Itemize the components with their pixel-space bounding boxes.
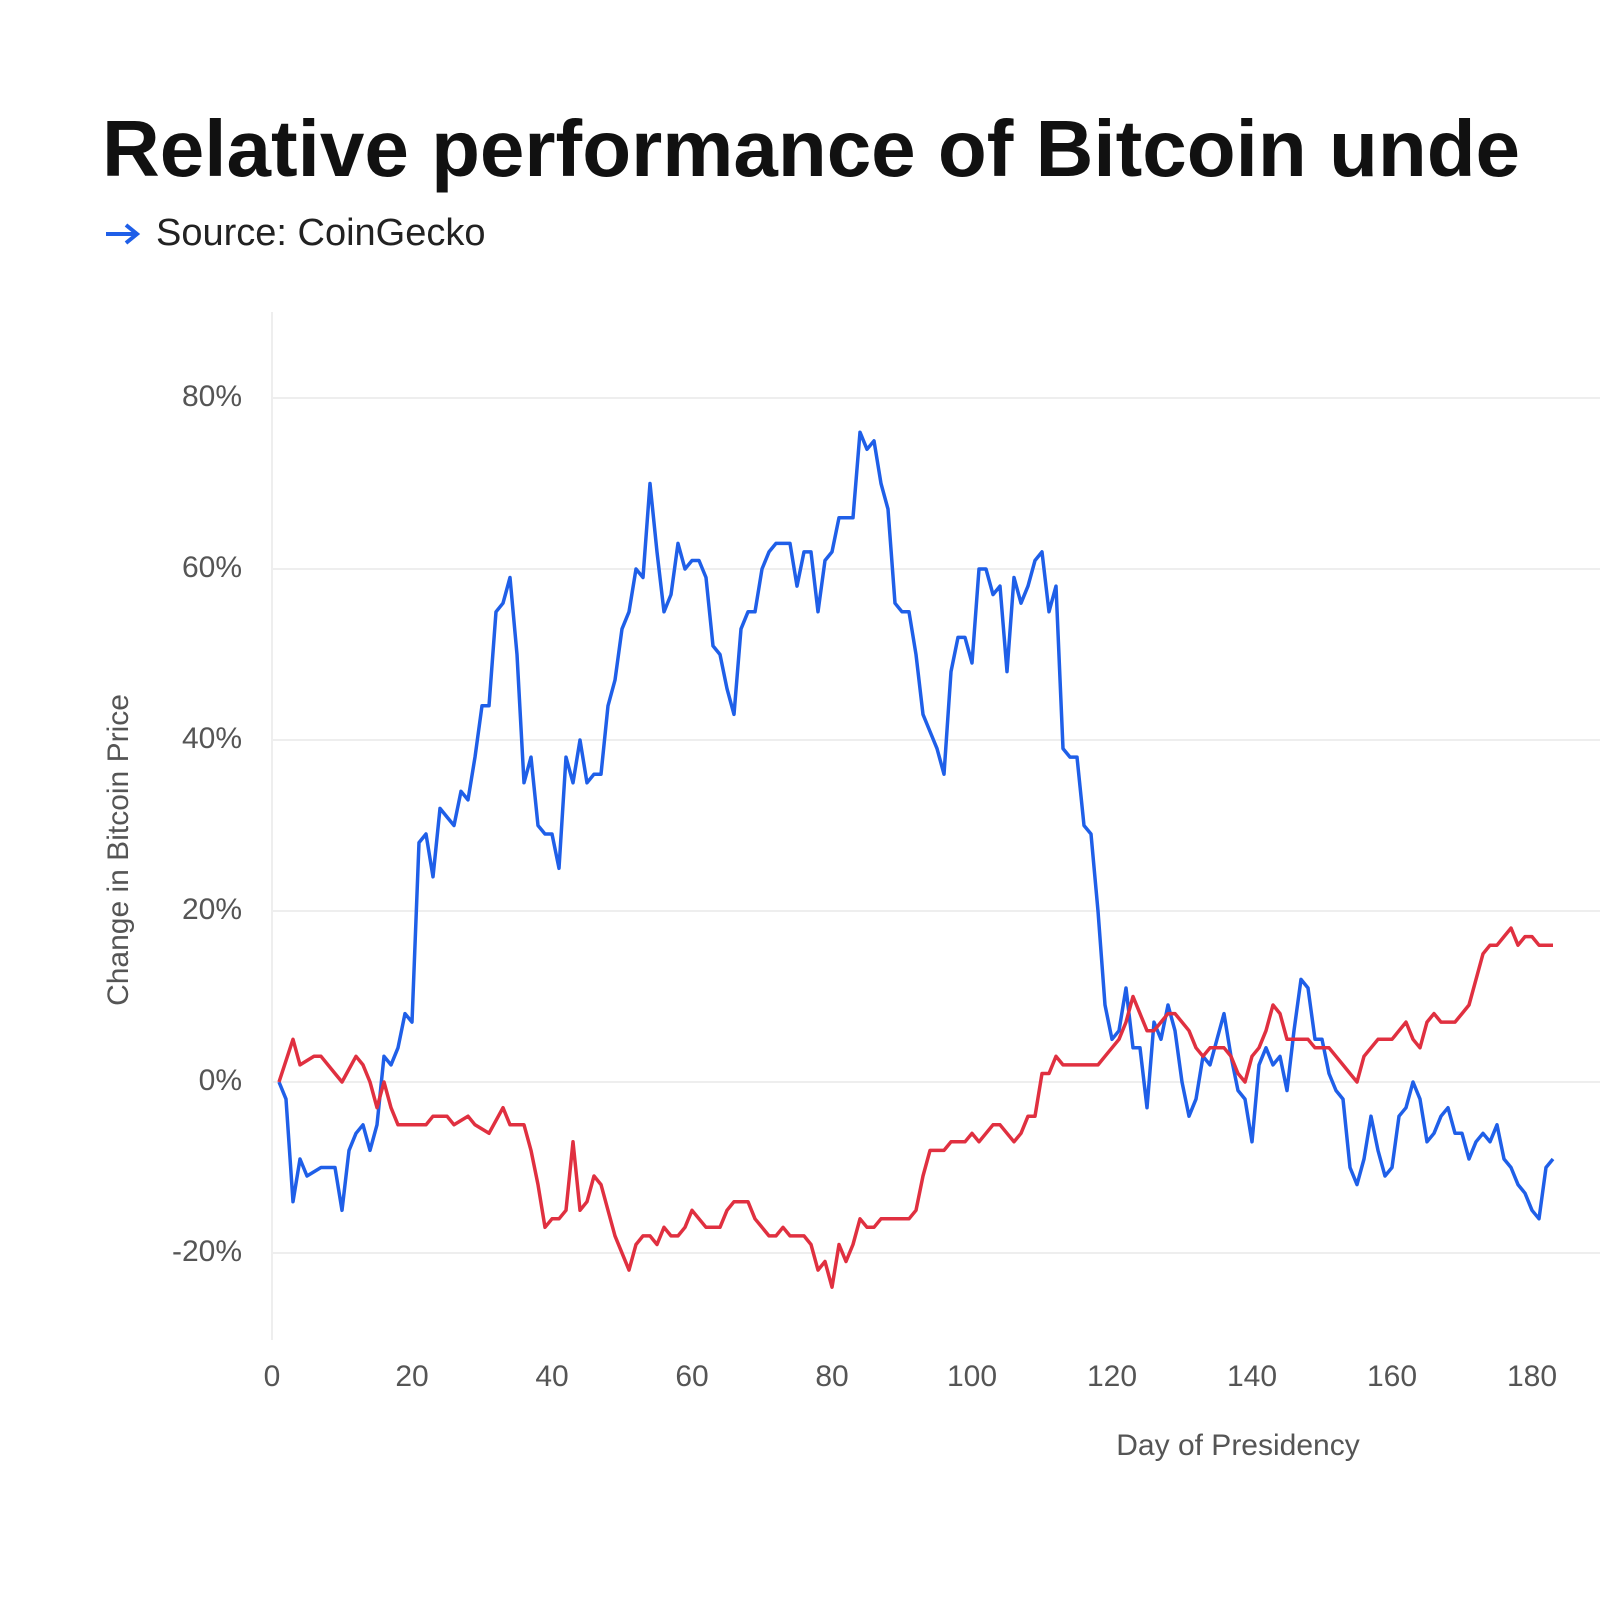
chart-subtitle: Source: CoinGecko [156, 212, 486, 254]
chart-title: Relative performance of Bitcoin unde [102, 104, 1520, 193]
y-tick-label: 20% [182, 893, 242, 926]
x-tick-label: 100 [947, 1360, 997, 1393]
series-line [277, 926, 1553, 1289]
x-tick-label: 120 [1087, 1360, 1137, 1393]
y-tick-label: 60% [182, 551, 242, 584]
x-tick-label: 40 [535, 1360, 568, 1393]
y-tick-label: 0% [199, 1064, 242, 1097]
series-line [277, 430, 1555, 1221]
x-axis-label: Day of Presidency [1116, 1429, 1359, 1462]
y-axis-label: Change in Bitcoin Price [102, 694, 135, 1006]
x-tick-label: 80 [815, 1360, 848, 1393]
x-tick-label: 180 [1507, 1360, 1557, 1393]
y-tick-label: 80% [182, 380, 242, 413]
x-tick-label: 140 [1227, 1360, 1277, 1393]
x-tick-label: 0 [264, 1360, 281, 1393]
y-tick-label: 40% [182, 722, 242, 755]
x-tick-label: 160 [1367, 1360, 1417, 1393]
source-arrow [106, 223, 141, 245]
x-tick-label: 20 [395, 1360, 428, 1393]
y-tick-label: -20% [172, 1235, 242, 1268]
x-tick-label: 60 [675, 1360, 708, 1393]
